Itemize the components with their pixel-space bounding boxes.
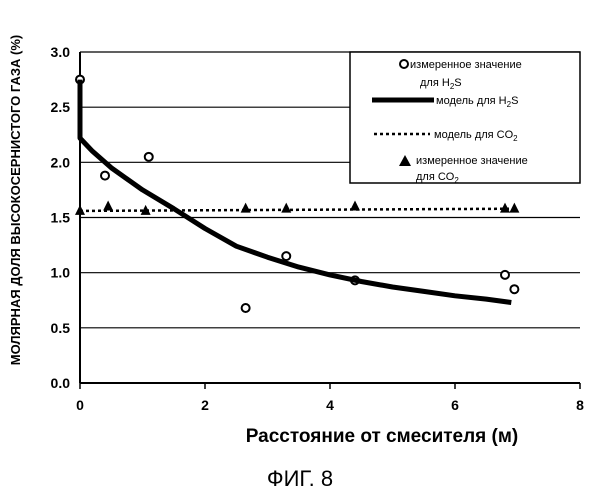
x-tick-labels: 0 2 4 6 8 — [76, 397, 584, 413]
y-tick-label: 2.5 — [51, 99, 71, 115]
legend-label-h2s-measured-line1: измеренное значение — [410, 59, 522, 71]
legend-marker-open-circle — [400, 60, 408, 68]
y-axis-title: МОЛЯРНАЯ ДОЛЯ ВЫСОКОСЕРНИСТОГО ГАЗА (%) — [8, 35, 23, 365]
data-point-h2s — [510, 285, 518, 293]
y-tick-label: 1.0 — [51, 265, 71, 281]
y-tick-label: 3.0 — [51, 44, 71, 60]
legend-label-h2s-measured-line2: для H2S — [420, 77, 462, 91]
data-point-co2 — [509, 203, 519, 213]
y-tick-label: 0.5 — [51, 320, 71, 336]
legend-label-co2-model: модель для CO2 — [434, 129, 518, 143]
data-point-h2s — [282, 252, 290, 260]
y-tick-label: 1.5 — [51, 210, 71, 226]
data-point-co2 — [281, 203, 291, 213]
legend: измеренное значение для H2S модель для H… — [350, 52, 580, 185]
data-point-h2s — [101, 172, 109, 180]
x-tick-label: 0 — [76, 397, 84, 413]
legend-label-co2-measured-line2: для CO2 — [416, 171, 459, 185]
x-tick-label: 2 — [201, 397, 209, 413]
data-point-co2 — [103, 200, 113, 210]
legend-label-co2-measured-line1: измеренное значение — [416, 155, 528, 167]
figure-label: ФИГ. 8 — [267, 466, 333, 491]
data-point-co2 — [75, 205, 85, 215]
x-tick-label: 4 — [326, 397, 334, 413]
data-point-co2 — [241, 203, 251, 213]
y-tick-label: 0.0 — [51, 375, 71, 391]
x-axis-title: Расстояние от смесителя (м) — [246, 426, 519, 447]
data-point-h2s — [145, 153, 153, 161]
data-point-h2s — [242, 304, 250, 312]
legend-label-h2s-model: модель для H2S — [436, 95, 518, 109]
y-tick-labels: 0.0 0.5 1.0 1.5 2.0 2.5 3.0 — [51, 44, 71, 391]
data-point-h2s — [501, 271, 509, 279]
x-tick-label: 8 — [576, 397, 584, 413]
y-tick-label: 2.0 — [51, 154, 71, 170]
x-tick-label: 6 — [451, 397, 459, 413]
data-point-co2 — [350, 200, 360, 210]
